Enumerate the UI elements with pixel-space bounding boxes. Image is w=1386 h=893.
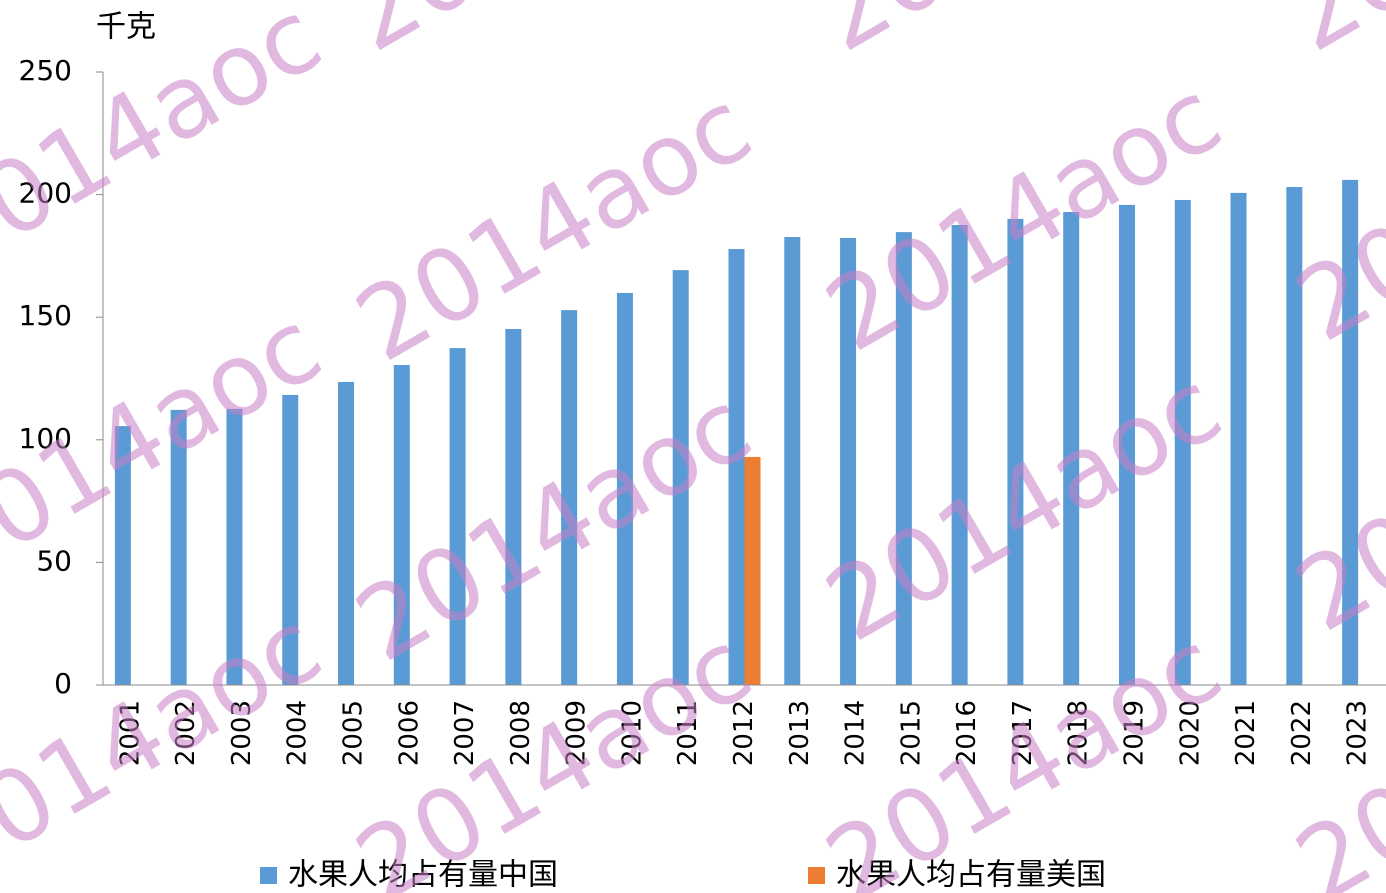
- bar: [951, 225, 968, 685]
- bar: [672, 270, 689, 685]
- bar: [561, 310, 578, 685]
- x-tick-label: 2021: [1231, 700, 1261, 766]
- y-tick-label: 200: [19, 177, 72, 210]
- watermark: 2014aoc: [337, 67, 770, 384]
- y-tick-label: 50: [36, 544, 72, 577]
- bar: [784, 237, 801, 685]
- x-tick-label: 2016: [952, 700, 982, 766]
- x-tick-label: 2011: [673, 700, 703, 766]
- watermark: 2014aoc: [1267, 0, 1386, 74]
- bar: [1118, 204, 1135, 685]
- x-tick-label: 2013: [785, 700, 815, 766]
- legend-swatch: [260, 867, 277, 884]
- bar: [282, 394, 299, 685]
- y-tick-label: 100: [19, 422, 72, 455]
- bar: [1286, 186, 1303, 686]
- x-tick-label: 2002: [171, 700, 201, 766]
- x-tick-label: 2018: [1064, 700, 1094, 766]
- watermark: 2014aoc: [327, 0, 760, 74]
- x-tick-label: 2017: [1008, 700, 1038, 766]
- x-tick-label: 2010: [617, 700, 647, 766]
- x-tick-label: 2020: [1175, 700, 1205, 766]
- x-tick-label: 2001: [115, 700, 145, 766]
- bar: [170, 409, 187, 685]
- bar: [1174, 199, 1191, 686]
- y-tick-label: 0: [54, 667, 72, 700]
- bar: [1230, 192, 1247, 685]
- y-unit: 千克: [96, 10, 156, 45]
- bar: [1007, 218, 1024, 685]
- x-tick-label: 2019: [1119, 700, 1149, 766]
- bar: [338, 381, 355, 685]
- bar: [616, 292, 633, 685]
- x-tick-label: 2009: [562, 700, 592, 766]
- x-tick-label: 2022: [1287, 700, 1317, 766]
- bar: [505, 328, 522, 685]
- legend-label: 水果人均占有量美国: [836, 858, 1106, 893]
- x-tick-label: 2006: [394, 700, 424, 766]
- bar: [895, 232, 912, 685]
- x-tick-label: 2012: [729, 700, 759, 766]
- x-tick-label: 2015: [896, 700, 926, 766]
- x-tick-label: 2007: [450, 700, 480, 766]
- x-tick-label: 2023: [1343, 700, 1373, 766]
- y-tick-label: 250: [19, 54, 72, 87]
- y-tick-label: 150: [19, 299, 72, 332]
- x-tick-label: 2008: [506, 700, 536, 766]
- bar: [840, 238, 857, 685]
- legend-label: 水果人均占有量中国: [288, 858, 558, 893]
- watermark: 2014aoc: [797, 0, 1230, 74]
- x-tick-label: 2005: [339, 700, 369, 766]
- watermark: 2014aoc: [0, 0, 340, 294]
- bar: [393, 365, 410, 685]
- x-tick-label: 2004: [283, 700, 313, 766]
- bar: [449, 348, 466, 685]
- x-tick-label: 2003: [227, 700, 257, 766]
- legend-swatch: [808, 867, 825, 884]
- bar: [226, 408, 243, 685]
- bar: [744, 456, 761, 685]
- bar: [1342, 179, 1359, 685]
- bar: [114, 426, 131, 685]
- bar: [728, 249, 745, 685]
- bar: [1063, 212, 1080, 685]
- x-tick-label: 2014: [841, 700, 871, 766]
